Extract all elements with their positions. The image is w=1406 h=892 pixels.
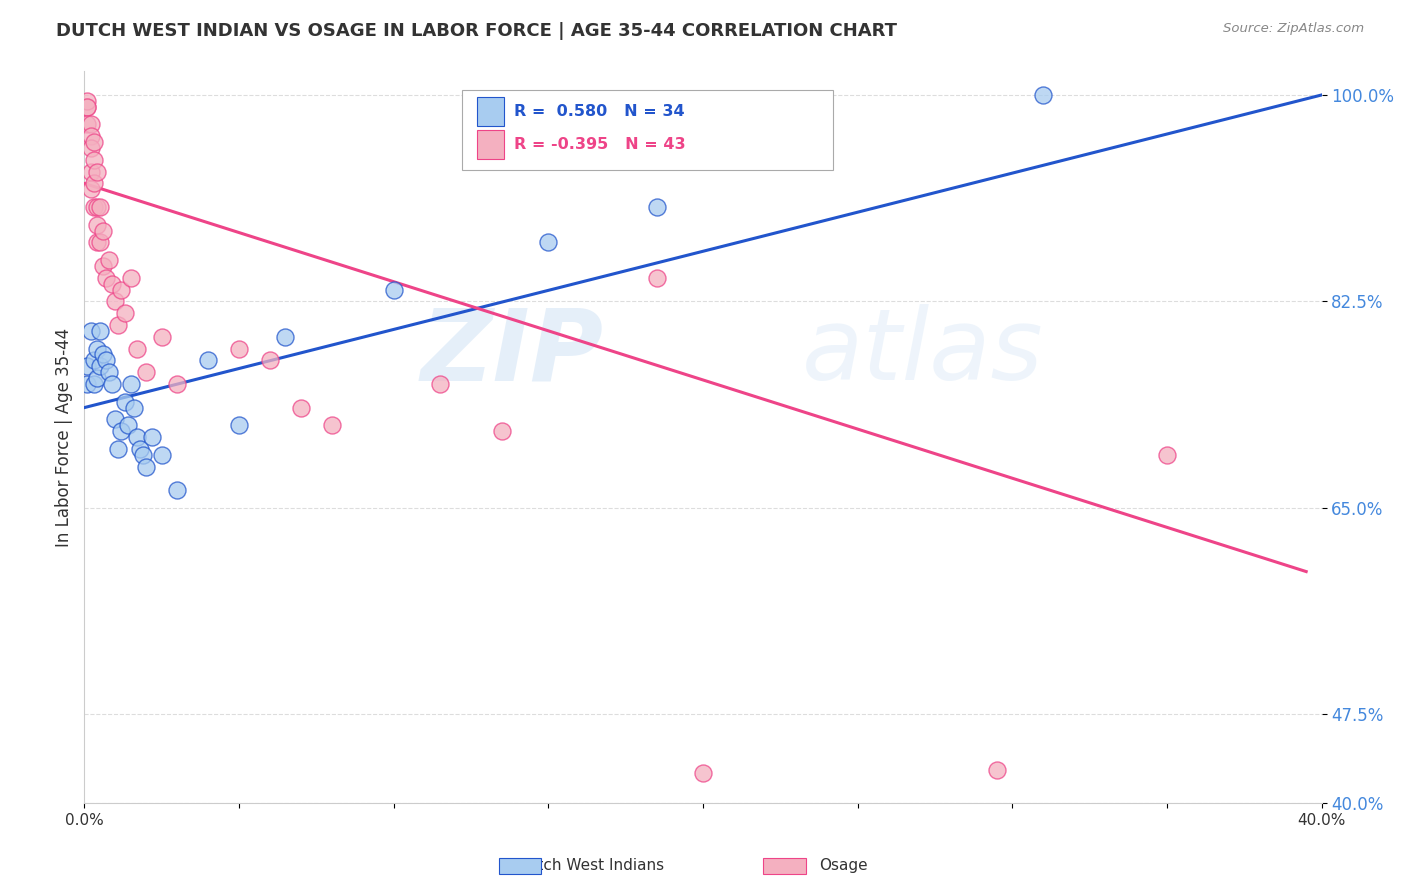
Point bbox=[259, 353, 281, 368]
Text: atlas: atlas bbox=[801, 304, 1043, 401]
Point bbox=[197, 353, 219, 368]
Point bbox=[114, 394, 136, 409]
Point bbox=[986, 763, 1008, 777]
Point bbox=[91, 224, 114, 238]
Point bbox=[110, 283, 132, 297]
Point bbox=[83, 135, 105, 149]
Point bbox=[79, 141, 101, 155]
Point bbox=[228, 342, 250, 356]
Point bbox=[135, 365, 157, 379]
Point bbox=[79, 164, 101, 178]
Point bbox=[537, 235, 560, 250]
Text: Osage: Osage bbox=[820, 858, 868, 872]
Point bbox=[645, 200, 668, 214]
Point bbox=[429, 376, 451, 391]
Point bbox=[91, 259, 114, 273]
Point bbox=[89, 324, 111, 338]
Point bbox=[89, 359, 111, 374]
Y-axis label: In Labor Force | Age 35-44: In Labor Force | Age 35-44 bbox=[55, 327, 73, 547]
Point bbox=[166, 376, 188, 391]
Point bbox=[150, 330, 173, 344]
Point bbox=[1156, 448, 1178, 462]
Point bbox=[290, 401, 312, 415]
Point bbox=[141, 430, 163, 444]
Point bbox=[382, 283, 405, 297]
Point bbox=[79, 129, 101, 144]
Point bbox=[79, 324, 101, 338]
Point bbox=[86, 342, 108, 356]
Point bbox=[645, 270, 668, 285]
FancyBboxPatch shape bbox=[477, 130, 503, 159]
Point bbox=[117, 418, 139, 433]
Point bbox=[104, 412, 127, 426]
Text: DUTCH WEST INDIAN VS OSAGE IN LABOR FORCE | AGE 35-44 CORRELATION CHART: DUTCH WEST INDIAN VS OSAGE IN LABOR FORC… bbox=[56, 22, 897, 40]
Point bbox=[94, 270, 117, 285]
Point bbox=[76, 118, 98, 132]
Point bbox=[79, 118, 101, 132]
Point bbox=[98, 365, 121, 379]
Point bbox=[104, 294, 127, 309]
Point bbox=[76, 376, 98, 391]
Point bbox=[76, 94, 98, 108]
Text: R = -0.395   N = 43: R = -0.395 N = 43 bbox=[513, 137, 685, 152]
Point bbox=[83, 376, 105, 391]
Point bbox=[107, 442, 129, 456]
Point bbox=[86, 235, 108, 250]
Text: Source: ZipAtlas.com: Source: ZipAtlas.com bbox=[1223, 22, 1364, 36]
Point bbox=[228, 418, 250, 433]
Text: R =  0.580   N = 34: R = 0.580 N = 34 bbox=[513, 104, 685, 120]
Text: ZIP: ZIP bbox=[420, 304, 605, 401]
Point bbox=[83, 353, 105, 368]
Point bbox=[274, 330, 297, 344]
Point bbox=[321, 418, 343, 433]
Point bbox=[98, 253, 121, 268]
Point bbox=[101, 277, 124, 291]
Point bbox=[83, 200, 105, 214]
Point bbox=[120, 270, 142, 285]
Point bbox=[122, 401, 145, 415]
Point bbox=[150, 448, 173, 462]
Point bbox=[125, 430, 148, 444]
FancyBboxPatch shape bbox=[477, 97, 503, 127]
Point bbox=[79, 182, 101, 196]
Point bbox=[86, 218, 108, 232]
Point bbox=[86, 164, 108, 178]
Point bbox=[120, 376, 142, 391]
Point bbox=[132, 448, 155, 462]
Point bbox=[1032, 87, 1054, 102]
Point bbox=[101, 376, 124, 391]
Point bbox=[491, 424, 513, 438]
Point bbox=[76, 100, 98, 114]
Point bbox=[129, 442, 152, 456]
Point bbox=[125, 342, 148, 356]
Point bbox=[91, 347, 114, 361]
Point bbox=[166, 483, 188, 498]
Point bbox=[86, 200, 108, 214]
Point bbox=[83, 177, 105, 191]
Point bbox=[89, 200, 111, 214]
Point bbox=[89, 235, 111, 250]
Point bbox=[76, 359, 98, 374]
Point bbox=[76, 100, 98, 114]
Point bbox=[107, 318, 129, 332]
Point bbox=[86, 371, 108, 385]
Point bbox=[135, 459, 157, 474]
FancyBboxPatch shape bbox=[461, 90, 832, 170]
Point bbox=[692, 766, 714, 780]
Text: Dutch West Indians: Dutch West Indians bbox=[516, 858, 665, 872]
Point bbox=[94, 353, 117, 368]
Point bbox=[110, 424, 132, 438]
Point bbox=[114, 306, 136, 320]
Point bbox=[83, 153, 105, 167]
